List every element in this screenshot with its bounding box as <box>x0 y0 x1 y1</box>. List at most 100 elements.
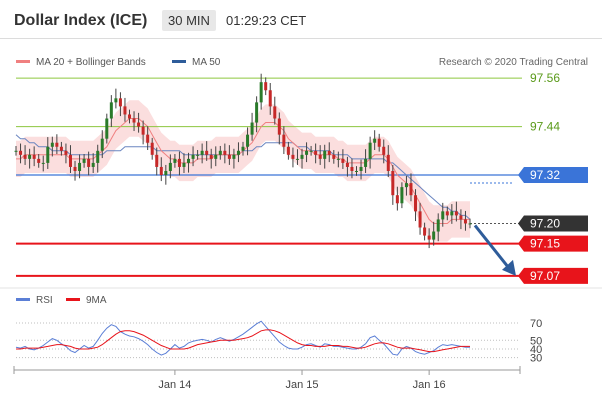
rsi-tick-30: 30 <box>530 353 542 365</box>
candle-body <box>114 98 118 103</box>
candle-body <box>196 154 200 156</box>
candle-body <box>50 142 54 147</box>
level-97-20-label: 97.20 <box>518 215 588 232</box>
candle-body <box>345 162 349 167</box>
candle-body <box>414 195 418 212</box>
candle-body <box>268 90 272 107</box>
candle-body <box>146 134 150 143</box>
candle-body <box>182 162 186 167</box>
candle-body <box>373 138 377 143</box>
forecast-arrow-head <box>502 259 516 276</box>
candle-body <box>19 150 23 155</box>
rsi-9ma-line <box>16 329 470 353</box>
candle-body <box>246 134 250 147</box>
candle-body <box>105 118 109 139</box>
candle-body <box>14 150 18 152</box>
legend-swatch-ma50 <box>172 60 186 63</box>
candle-body <box>209 154 213 159</box>
candle-body <box>323 150 327 159</box>
level-97-20-label-bg <box>518 215 588 232</box>
candle-body <box>359 166 363 171</box>
legend-label-ma20: MA 20 + Bollinger Bands <box>36 57 146 68</box>
level-97-44-label: 97.44 <box>530 120 560 134</box>
candle-body <box>286 146 290 155</box>
candle-body <box>445 211 449 216</box>
candle-body <box>300 154 304 159</box>
legend-swatch-rsi <box>16 298 30 301</box>
candle-body <box>164 170 168 176</box>
level-97-07-label-bg <box>518 267 588 284</box>
rsi-line <box>15 320 470 356</box>
candle-body <box>168 162 172 171</box>
candle-body <box>128 114 131 119</box>
rsi-tick-70: 70 <box>530 318 542 330</box>
interval-selector[interactable]: 30 MIN <box>162 10 216 31</box>
candle-body <box>91 162 95 167</box>
candle-body <box>409 183 413 196</box>
header-divider <box>0 38 602 39</box>
candle-body <box>395 195 399 204</box>
candle-body <box>59 146 63 151</box>
candle-body <box>386 154 390 171</box>
candle-body <box>200 150 204 155</box>
candle-body <box>73 166 77 171</box>
candle-body <box>78 162 82 171</box>
candle-body <box>314 150 318 155</box>
candle-body <box>37 158 41 163</box>
attribution-text: Research © 2020 Trading Central <box>439 57 588 68</box>
legend-swatch-ma20 <box>16 60 30 63</box>
chart-header: Dollar Index (ICE) 30 MIN 01:29:23 CET <box>0 0 602 40</box>
candle-body <box>305 150 309 155</box>
candle-body <box>159 166 163 176</box>
rsi-tick-40: 40 <box>530 344 542 356</box>
x-tick-jan-16-label: Jan 16 <box>413 379 446 391</box>
level-97-32-label-text: 97.32 <box>530 168 560 182</box>
candle-body <box>355 170 358 172</box>
candle-body <box>332 154 336 159</box>
candle-body <box>137 122 141 127</box>
timestamp: 01:29:23 CET <box>226 13 307 28</box>
candle-body <box>377 138 381 147</box>
candle-body <box>177 158 181 167</box>
candle-body <box>432 231 436 240</box>
candles <box>14 73 472 249</box>
level-97-32-label-bg <box>518 167 588 184</box>
candle-body <box>400 187 404 204</box>
legend-label-ma50: MA 50 <box>192 57 221 68</box>
candle-body <box>404 183 408 188</box>
candle-body <box>55 142 59 147</box>
candle-body <box>468 223 472 225</box>
candle-body <box>191 154 195 159</box>
bollinger-band <box>16 100 470 242</box>
candle-body <box>118 98 122 107</box>
level-97-07-label: 97.07 <box>518 267 588 284</box>
candle-body <box>264 82 268 91</box>
candle-body <box>41 162 45 164</box>
legend-label-9ma: 9MA <box>86 295 107 306</box>
candle-body <box>23 154 27 159</box>
candle-body <box>450 211 454 216</box>
candle-body <box>223 150 227 155</box>
level-97-15-label-bg <box>518 235 588 252</box>
candle-body <box>46 146 50 163</box>
candle-body <box>28 154 32 159</box>
level-97-07-label-text: 97.07 <box>530 269 560 283</box>
candle-body <box>96 150 100 163</box>
candle-body <box>273 106 277 119</box>
candle-body <box>427 235 431 240</box>
candle-body <box>241 146 245 151</box>
candle-body <box>282 134 286 147</box>
candle-body <box>173 158 177 163</box>
candle-body <box>309 150 313 152</box>
candle-body <box>205 150 209 155</box>
candle-body <box>318 154 322 159</box>
candle-body <box>109 102 113 119</box>
candle-body <box>214 154 218 159</box>
candle-body <box>418 211 422 228</box>
legend-swatch-9ma <box>66 298 80 301</box>
candle-body <box>391 170 395 196</box>
candle-body <box>82 158 86 163</box>
candle-body <box>364 158 368 167</box>
candle-body <box>368 142 372 159</box>
